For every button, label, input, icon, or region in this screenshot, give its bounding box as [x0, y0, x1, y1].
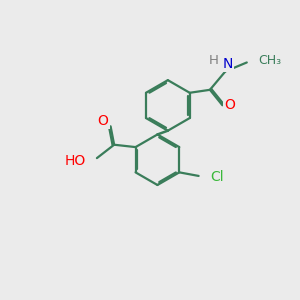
Text: Cl: Cl	[210, 170, 224, 184]
Text: O: O	[98, 114, 109, 128]
Text: CH₃: CH₃	[258, 55, 281, 68]
Text: O: O	[224, 98, 235, 112]
Text: N: N	[223, 57, 233, 71]
Text: HO: HO	[64, 154, 86, 168]
Text: H: H	[209, 55, 219, 68]
